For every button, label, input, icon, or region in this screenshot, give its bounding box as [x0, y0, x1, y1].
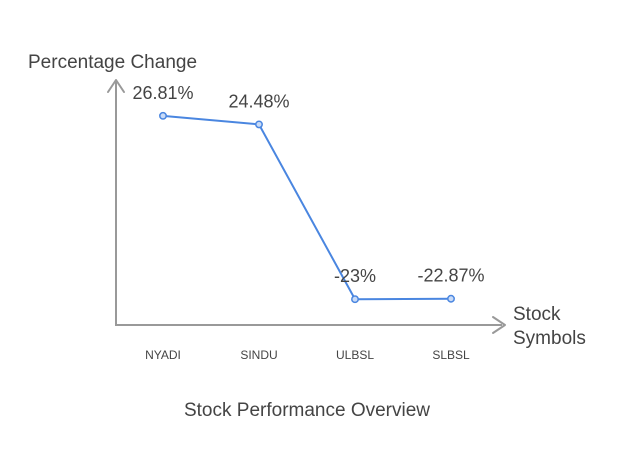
data-label-ulbsl: -23%	[334, 266, 376, 286]
data-point-slbsl	[447, 294, 455, 303]
series-line	[162, 114, 452, 301]
chart-title: Stock Performance Overview	[184, 400, 430, 421]
data-label-sindu: 24.48%	[228, 91, 289, 111]
y-axis-title: Percentage Change	[28, 52, 197, 73]
data-label-slbsl: -22.87%	[417, 266, 484, 286]
x-axis-title-line-1: Stock	[513, 304, 561, 325]
series-layer	[159, 111, 455, 304]
x-axis-arrow-icon	[492, 316, 506, 334]
data-point-sindu	[255, 120, 263, 129]
x-tick-labels: NYADI SINDU ULBSL SLBSL	[145, 348, 470, 362]
x-tick-label-ulbsl: ULBSL	[336, 348, 374, 362]
data-point-ulbsl	[351, 295, 359, 304]
x-tick-label-nyadi: NYADI	[145, 348, 181, 362]
x-axis-title-line-2: Symbols	[513, 328, 586, 349]
x-tick-label-slbsl: SLBSL	[432, 348, 470, 362]
data-label-nyadi: 26.81%	[132, 83, 193, 103]
x-tick-label-sindu: SINDU	[240, 348, 277, 362]
data-labels: 26.81% 24.48% -23% -22.87%	[132, 83, 484, 286]
data-point-nyadi	[159, 111, 167, 120]
y-axis-arrow-icon	[107, 79, 125, 93]
